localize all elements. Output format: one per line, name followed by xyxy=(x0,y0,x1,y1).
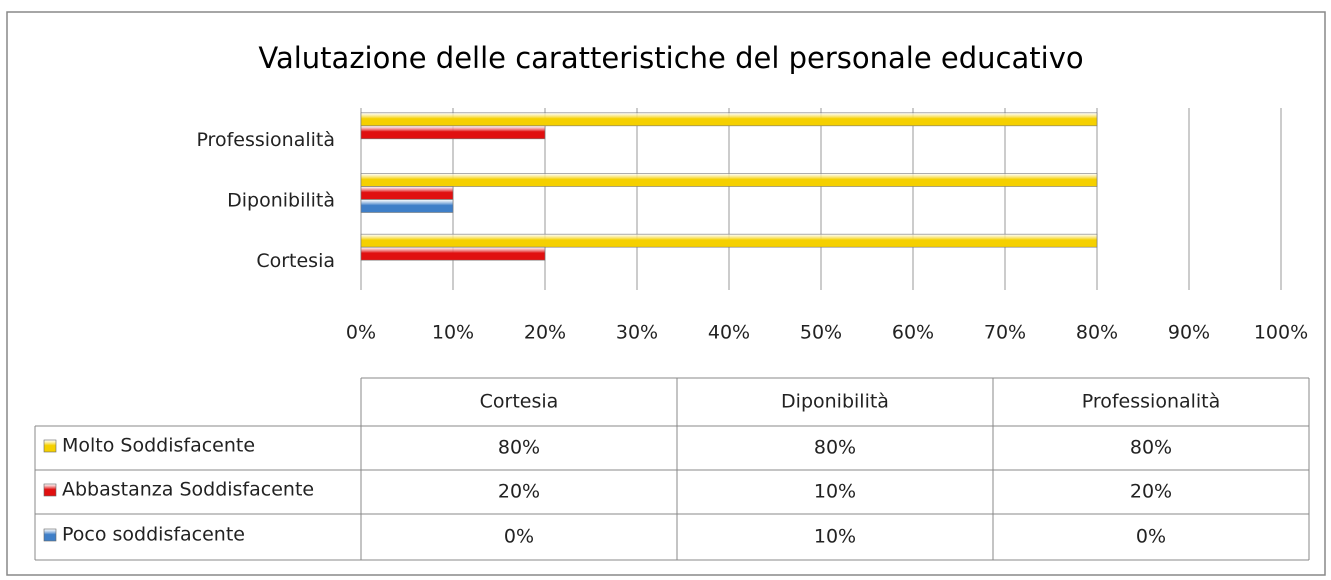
table-cell: 10% xyxy=(814,481,856,503)
bar xyxy=(360,199,454,213)
table-cell: 20% xyxy=(1130,481,1172,503)
legend-key xyxy=(43,439,57,453)
x-tick-label: 30% xyxy=(616,322,658,344)
bar xyxy=(360,246,546,261)
table-header: Cortesia xyxy=(480,391,559,413)
x-tick-label: 80% xyxy=(1076,322,1118,344)
x-tick-label: 60% xyxy=(892,322,934,344)
legend-key xyxy=(43,483,57,497)
x-tick-label: 10% xyxy=(432,322,474,344)
legend-label: Molto Soddisfacente xyxy=(62,435,255,457)
x-tick-label: 100% xyxy=(1254,322,1308,344)
bar xyxy=(360,125,546,140)
table-cell: 80% xyxy=(1130,437,1172,459)
table-cell: 80% xyxy=(814,437,856,459)
bar xyxy=(360,233,1098,248)
table-cell: 0% xyxy=(1136,526,1166,548)
chart-title: Valutazione delle caratteristiche del pe… xyxy=(258,41,1083,75)
x-tick-label: 70% xyxy=(984,322,1026,344)
x-tick-label: 0% xyxy=(346,322,376,344)
y-tick-label: Diponibilità xyxy=(227,190,335,212)
table-cell: 20% xyxy=(498,481,540,503)
table-cell: 80% xyxy=(498,437,540,459)
x-tick-label: 20% xyxy=(524,322,566,344)
legend-label: Poco soddisfacente xyxy=(62,524,245,546)
table-header: Professionalità xyxy=(1082,391,1221,413)
y-tick-label: Professionalità xyxy=(196,129,335,151)
bar xyxy=(360,173,1098,187)
legend-key xyxy=(43,528,57,542)
table-cell: 0% xyxy=(504,526,534,548)
bar xyxy=(360,112,1098,127)
table-cell: 10% xyxy=(814,526,856,548)
x-tick-label: 50% xyxy=(800,322,842,344)
table-header: Diponibilità xyxy=(781,391,889,413)
x-tick-label: 90% xyxy=(1168,322,1210,344)
legend-label: Abbastanza Soddisfacente xyxy=(62,479,314,501)
bar xyxy=(360,186,454,200)
y-tick-label: Cortesia xyxy=(256,250,335,272)
chart-frame xyxy=(6,11,1326,576)
x-tick-label: 40% xyxy=(708,322,750,344)
